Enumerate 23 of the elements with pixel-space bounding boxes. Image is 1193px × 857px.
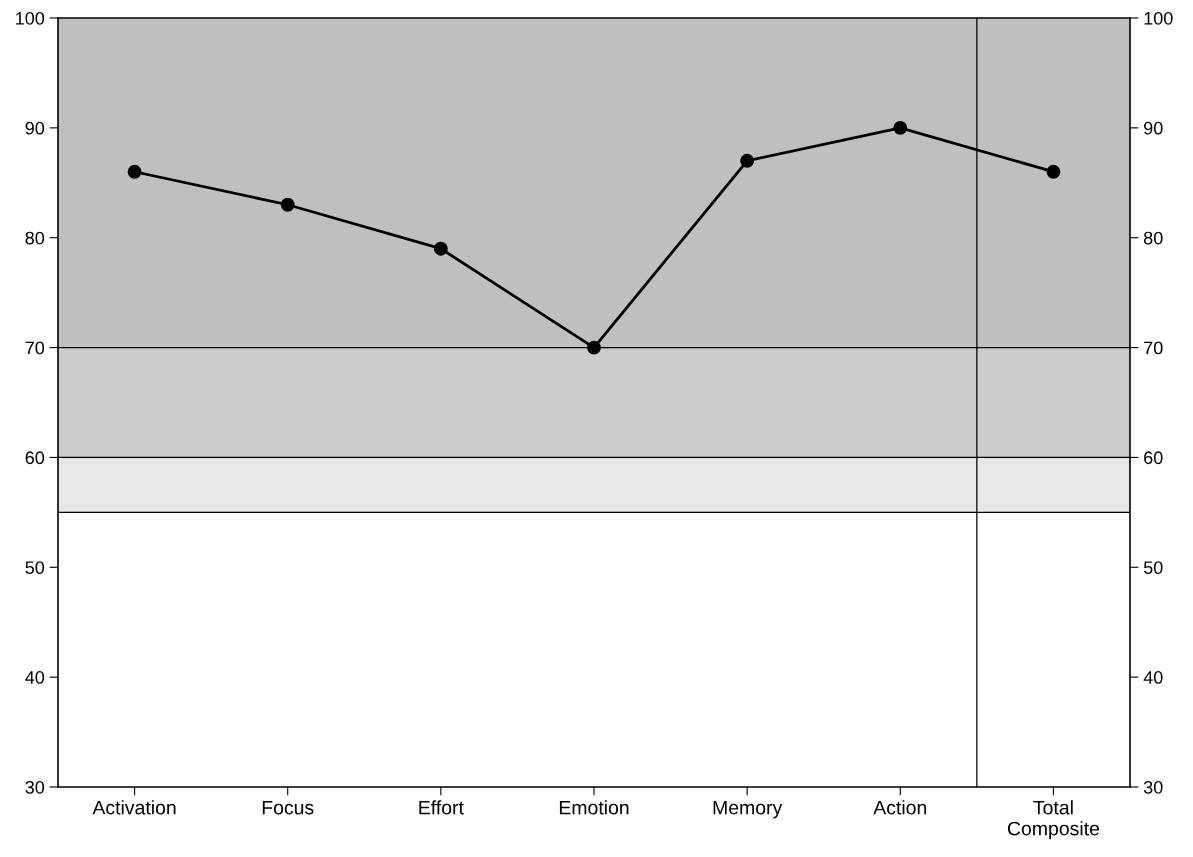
y2-tick-label: 50 (1143, 561, 1163, 575)
y2-tick-label: 60 (1144, 451, 1163, 465)
y-tick-label: 70 (25, 341, 45, 355)
x-tick-label: Focus (262, 800, 314, 815)
y-tick-label: 60 (25, 451, 45, 465)
x-tick-label: Memory (713, 800, 783, 819)
y-tick-label: 90 (25, 121, 45, 135)
y2-tick-label: 80 (1143, 231, 1163, 245)
y2-tick-label: 40 (1143, 671, 1163, 684)
y-tick-label: 100 (16, 11, 45, 25)
x-tick-label: Effort (419, 800, 464, 815)
x-tick-label: Activation (92, 800, 176, 815)
x-tick-label: Emotion (559, 800, 629, 815)
y-tick-label: 80 (25, 231, 45, 245)
y2-tick-label: 90 (1144, 121, 1163, 135)
y2-tick-label: 70 (1144, 341, 1163, 355)
y-tick-label: 40 (25, 671, 45, 684)
x-tick-label: Total Composite (1007, 800, 1100, 840)
y2-tick-label: 30 (1143, 780, 1163, 794)
y2-tick-label: 100 (1144, 11, 1173, 25)
x-tick-label: Action (873, 800, 927, 815)
y-tick-label: 30 (25, 780, 45, 794)
y-tick-label: 50 (25, 561, 45, 575)
